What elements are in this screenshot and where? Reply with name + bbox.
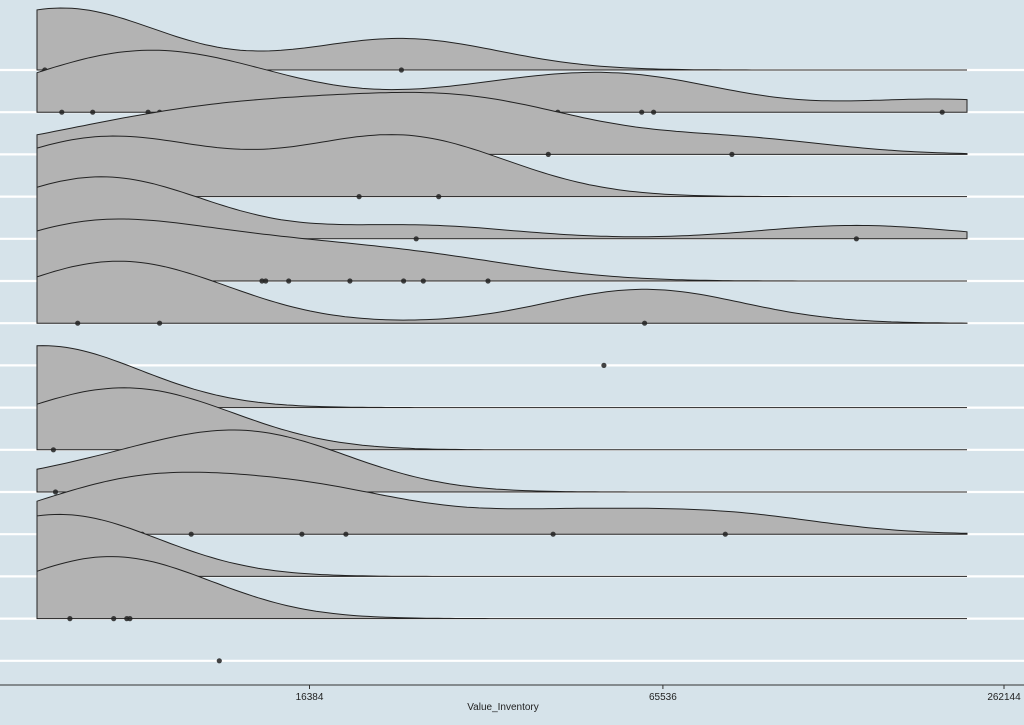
density-ridge — [36, 134, 967, 198]
density-ridge — [36, 556, 967, 620]
data-point — [127, 616, 133, 622]
data-point — [545, 151, 551, 157]
x-tick-label: 65536 — [649, 692, 677, 703]
density-ridge — [36, 49, 968, 113]
ridge-row — [601, 362, 607, 368]
data-point — [436, 194, 442, 200]
x-tick-label: 262144 — [987, 692, 1021, 703]
data-point — [188, 531, 194, 537]
data-point — [59, 109, 65, 115]
data-point — [343, 531, 349, 537]
data-point — [52, 489, 59, 495]
data-point — [259, 278, 265, 284]
data-point — [642, 320, 648, 326]
data-point — [639, 109, 645, 115]
density-ridge — [36, 7, 967, 71]
data-point — [729, 151, 735, 157]
x-tick-label: 16384 — [296, 692, 324, 703]
density-ridge — [36, 218, 967, 282]
data-point — [67, 616, 73, 622]
data-point — [90, 109, 96, 115]
data-point — [401, 278, 407, 284]
data-point — [356, 194, 362, 200]
ridge-row — [36, 556, 967, 622]
data-point — [485, 278, 491, 284]
data-point — [216, 658, 222, 664]
ridges — [36, 7, 968, 664]
data-point — [157, 320, 163, 326]
density-ridge — [36, 91, 968, 155]
data-point — [111, 616, 117, 622]
ridge-row — [36, 260, 968, 326]
data-point — [413, 236, 419, 242]
data-point — [347, 278, 353, 284]
x-axis-title: Value_Inventory — [467, 702, 539, 713]
data-point — [75, 320, 81, 326]
data-point — [722, 531, 728, 537]
data-point — [420, 278, 426, 284]
data-point — [299, 531, 305, 537]
density-ridge — [36, 260, 968, 324]
data-point — [651, 109, 657, 115]
x-axis: 16384 65536 262144 — [0, 684, 1024, 703]
data-point — [939, 109, 945, 115]
data-point — [398, 67, 404, 73]
data-point — [263, 278, 269, 284]
data-point — [550, 531, 556, 537]
data-point — [853, 236, 860, 242]
ridge-row — [216, 658, 222, 664]
data-point — [50, 447, 57, 453]
density-ridge — [36, 176, 968, 240]
density-ridge — [36, 471, 968, 535]
data-point — [601, 362, 607, 368]
data-point — [286, 278, 292, 284]
